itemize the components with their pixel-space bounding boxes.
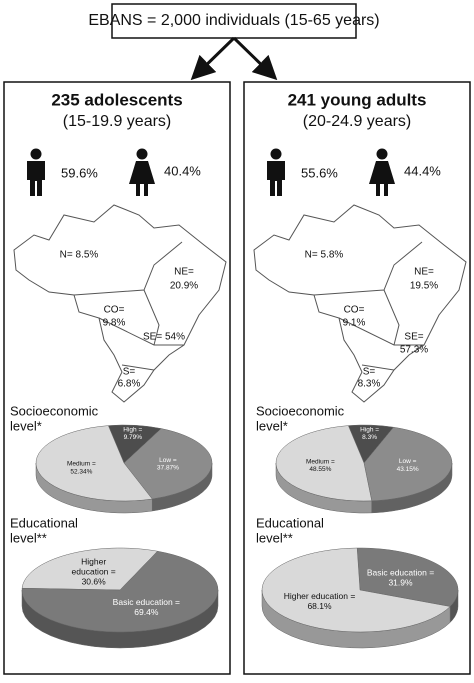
- slice-label: 9.79%: [124, 434, 143, 441]
- male-percent: 55.6%: [301, 165, 338, 180]
- slice-label: Low =: [399, 458, 417, 465]
- pie-slice: [363, 426, 453, 502]
- panel-subtitle: (20-24.9 years): [303, 113, 412, 130]
- slice-label: 48.55%: [309, 466, 331, 473]
- slice-label: Basic education =: [113, 597, 180, 607]
- pie-slice: [21, 550, 219, 633]
- panel-title: 235 adolescents: [51, 90, 182, 109]
- panels: 235 adolescents (15-19.9 years) 59.6% 40.4%…: [3, 81, 471, 675]
- region-label: NE=: [414, 267, 434, 278]
- header-box: [111, 3, 357, 39]
- region-label: 8.3%: [358, 379, 381, 390]
- section-label: Educational: [256, 515, 324, 530]
- pie-slice: [21, 547, 159, 591]
- slice-label: 68.1%: [307, 601, 332, 611]
- slice-label: Higher: [81, 556, 106, 566]
- region-label: N= 8.5%: [60, 250, 99, 261]
- female-percent: 40.4%: [164, 163, 201, 178]
- panel-subtitle: (15-19.9 years): [63, 113, 172, 130]
- panel: 241 young adults (20-24.9 years) 55.6% 44.4…: [243, 81, 471, 675]
- pie-slice: [35, 425, 153, 502]
- arrow: [190, 36, 236, 81]
- arrow: [232, 36, 278, 81]
- region-label: 57.3%: [400, 345, 428, 356]
- pie-slice: [123, 428, 213, 500]
- slice-label: Medium =: [306, 458, 335, 465]
- slice-label: 37.87%: [157, 465, 179, 472]
- panel-title: 241 young adults: [288, 90, 427, 109]
- slice-label: Basic education =: [367, 567, 434, 577]
- section-label: Educational: [10, 515, 78, 530]
- region-label: CO=: [104, 305, 125, 316]
- slice-label: 31.9%: [388, 578, 413, 588]
- pie-slice: [356, 547, 459, 607]
- panel-border: [243, 81, 471, 675]
- region-label: 20.9%: [170, 281, 198, 292]
- section-label: level*: [256, 418, 288, 433]
- female-icon: [369, 148, 395, 196]
- region-label: 19.5%: [410, 281, 438, 292]
- region-label: SE= 54%: [143, 332, 185, 343]
- female-icon: [129, 148, 155, 196]
- slice-label: education =: [72, 567, 116, 577]
- section-label: level**: [256, 530, 293, 545]
- pie-slice: [261, 547, 451, 633]
- slice-label: 69.4%: [134, 607, 159, 617]
- region-label: 6.8%: [118, 379, 141, 390]
- section-label: Socioeconomic: [256, 403, 345, 418]
- region-label: SE=: [404, 332, 423, 343]
- region-label: N= 5.8%: [305, 250, 344, 261]
- slice-label: Higher education =: [284, 591, 356, 601]
- slice-label: Low =: [159, 457, 177, 464]
- slice-label: 8.3%: [362, 434, 377, 441]
- male-icon: [267, 148, 285, 196]
- section-label: Socioeconomic: [10, 403, 99, 418]
- region-label: S=: [123, 367, 136, 378]
- slice-label: High =: [360, 426, 379, 433]
- slice-label: Medium =: [67, 461, 96, 468]
- header-title: EBANS = 2,000 individuals (15-65 years): [88, 12, 379, 29]
- map: [253, 204, 467, 403]
- slice-label: 52.34%: [70, 468, 92, 475]
- region-label: CO=: [344, 305, 365, 316]
- region-label: S=: [363, 367, 376, 378]
- male-percent: 59.6%: [61, 165, 98, 180]
- region-label: NE=: [174, 267, 194, 278]
- section-label: level*: [10, 418, 42, 433]
- panel: 235 adolescents (15-19.9 years) 59.6% 40.4%…: [3, 81, 231, 675]
- female-percent: 44.4%: [404, 163, 441, 178]
- slice-label: 30.6%: [82, 577, 107, 587]
- slice-label: 43.15%: [397, 466, 419, 473]
- region-label: 9.8%: [103, 318, 126, 329]
- male-icon: [27, 148, 45, 196]
- map: [13, 204, 227, 403]
- section-label: level**: [10, 530, 47, 545]
- region-label: 9.1%: [343, 318, 366, 329]
- panel-border: [3, 81, 231, 675]
- slice-label: High =: [123, 426, 142, 433]
- pie-slice: [275, 425, 373, 502]
